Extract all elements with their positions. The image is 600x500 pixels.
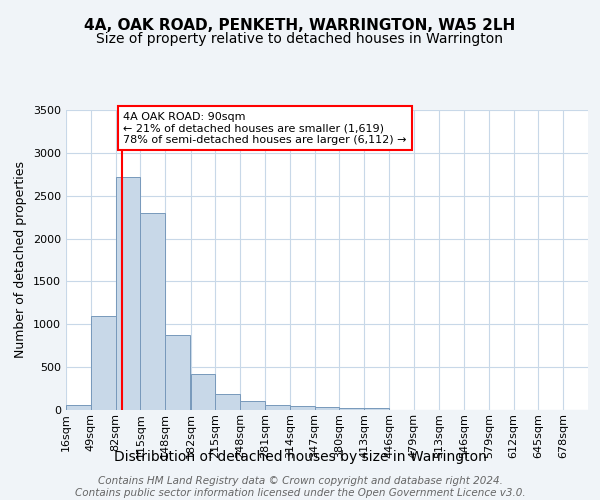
Text: Distribution of detached houses by size in Warrington: Distribution of detached houses by size … — [113, 450, 487, 464]
Bar — [314, 408, 340, 410]
Bar — [265, 405, 290, 410]
Bar — [66, 406, 91, 410]
Text: 4A OAK ROAD: 90sqm
← 21% of detached houses are smaller (1,619)
78% of semi-deta: 4A OAK ROAD: 90sqm ← 21% of detached hou… — [123, 112, 407, 145]
Bar — [215, 394, 240, 410]
Bar — [240, 401, 265, 410]
Y-axis label: Number of detached properties: Number of detached properties — [14, 162, 28, 358]
Text: 4A, OAK ROAD, PENKETH, WARRINGTON, WA5 2LH: 4A, OAK ROAD, PENKETH, WARRINGTON, WA5 2… — [85, 18, 515, 32]
Text: Contains HM Land Registry data © Crown copyright and database right 2024.
Contai: Contains HM Land Registry data © Crown c… — [74, 476, 526, 498]
Bar — [140, 213, 165, 410]
Text: Size of property relative to detached houses in Warrington: Size of property relative to detached ho… — [97, 32, 503, 46]
Bar — [91, 316, 116, 410]
Bar — [116, 177, 140, 410]
Bar — [165, 334, 190, 410]
Bar — [290, 406, 314, 410]
Bar — [191, 374, 215, 410]
Bar — [364, 408, 389, 410]
Bar — [340, 408, 364, 410]
